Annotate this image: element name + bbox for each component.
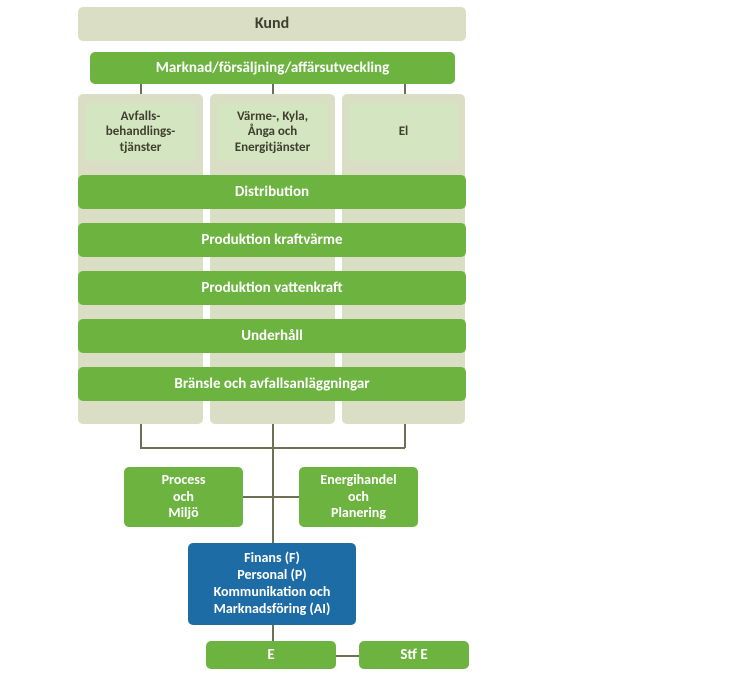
connector-line: [404, 424, 406, 448]
node-avfall: Avfalls- behandlings- tjänster: [85, 103, 196, 161]
node-underhall: Underhåll: [78, 319, 466, 353]
node-prod-vatten: Produktion vattenkraft: [78, 271, 466, 305]
node-prod-kraft: Produktion kraftvärme: [78, 223, 466, 257]
node-marknad: Marknad/försäljning/affärsutveckling: [90, 52, 455, 84]
node-distribution: Distribution: [78, 175, 466, 209]
connector-line: [243, 496, 299, 498]
node-finans: Finans (F) Personal (P) Kommunikation oc…: [188, 543, 356, 625]
connector-line: [272, 467, 274, 543]
node-e: E: [206, 641, 336, 669]
connector-line: [272, 424, 274, 448]
node-stfe: Stf E: [359, 641, 469, 669]
node-bransle: Bränsle och avfallsanläggningar: [78, 367, 466, 401]
node-energi: Energihandel och Planering: [299, 467, 418, 527]
node-varme: Värme-, Kyla, Ånga och Energitjänster: [217, 103, 328, 161]
node-process: Process och Miljö: [124, 467, 243, 527]
connector-line: [272, 447, 274, 467]
node-el: El: [349, 103, 458, 161]
connector-line: [140, 424, 142, 448]
connector-line: [336, 655, 359, 657]
node-kund: Kund: [78, 7, 466, 41]
connector-line: [272, 625, 274, 641]
